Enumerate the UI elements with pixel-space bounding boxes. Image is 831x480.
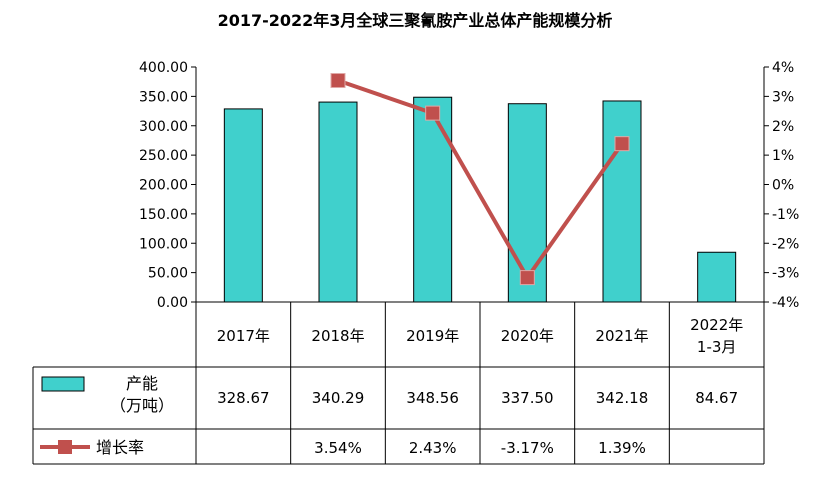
growth-rate-line [337,78,624,280]
left-axis-tick-label: 400.00 [139,60,188,76]
right-axis-tick-label: -2% [772,236,799,252]
bar [223,108,263,303]
right-axis-tick-label: -3% [772,266,799,282]
plot-area: 0.00 50.00 100.00 150.00 200.00 250.00 300.00 3… [139,60,799,311]
right-axis-tick-label: -4% [772,295,799,311]
growth-rate-legend-label: 增长率 [96,438,144,457]
growth-rate-value-label: 3.54% [314,439,362,457]
category-label: 2017年 [217,327,270,345]
left-axis-tick-label: 300.00 [139,119,188,135]
right-axis-tick-label: 1% [772,148,794,164]
category-label: 2018年 [311,327,364,345]
left-axis-tick-label: 250.00 [139,148,188,164]
left-axis-tick-label: 100.00 [139,236,188,252]
growth-rate-legend-marker [58,440,72,454]
category-label: 2021年 [595,327,648,345]
bar [697,251,737,303]
capacity-value-label: 340.29 [312,389,365,407]
bar [413,96,453,303]
growth-rate-marker [425,105,441,121]
left-axis-tick-label: 0.00 [157,295,188,311]
capacity-value-label: 84.67 [695,389,738,407]
bar [602,100,642,303]
growth-rate-value-label: 1.39% [598,439,646,457]
chart-title: 2017-2022年3月全球三聚氰胺产业总体产能规模分析 [218,11,613,30]
capacity-value-label: 348.56 [406,389,459,407]
growth-rate-marker [614,136,630,152]
right-axis-tick-label: -1% [772,207,799,223]
data-table: 2017年 2018年 2019年 2020年 2021年 2022年 1-3月 328.67… [32,302,765,465]
capacity-legend-swatch [41,376,85,392]
left-axis-tick-label: 50.00 [148,266,188,282]
capacity-value-label: 337.50 [501,389,554,407]
left-axis-tick-label: 200.00 [139,178,188,194]
capacity-legend-label: 产能（万吨） [110,374,174,415]
bar [318,101,358,303]
growth-rate-value-label: 2.43% [409,439,457,457]
right-axis-tick-label: 4% [772,60,794,76]
right-axis-tick-label: 0% [772,178,794,194]
growth-rate-value-label: -3.17% [501,439,554,457]
growth-rate-marker [519,270,535,286]
capacity-value-label: 328.67 [217,389,270,407]
bar [507,103,547,303]
right-axis-tick-label: 3% [772,89,794,105]
capacity-value-label: 342.18 [596,389,649,407]
category-label: 2019年 [406,327,459,345]
category-label: 2020年 [501,327,554,345]
left-axis-tick-label: 350.00 [139,89,188,105]
left-axis-tick-label: 150.00 [139,207,188,223]
right-axis-tick-label: 2% [772,119,794,135]
growth-rate-marker [330,73,346,89]
category-label: 2022年 1-3月 [690,316,743,356]
